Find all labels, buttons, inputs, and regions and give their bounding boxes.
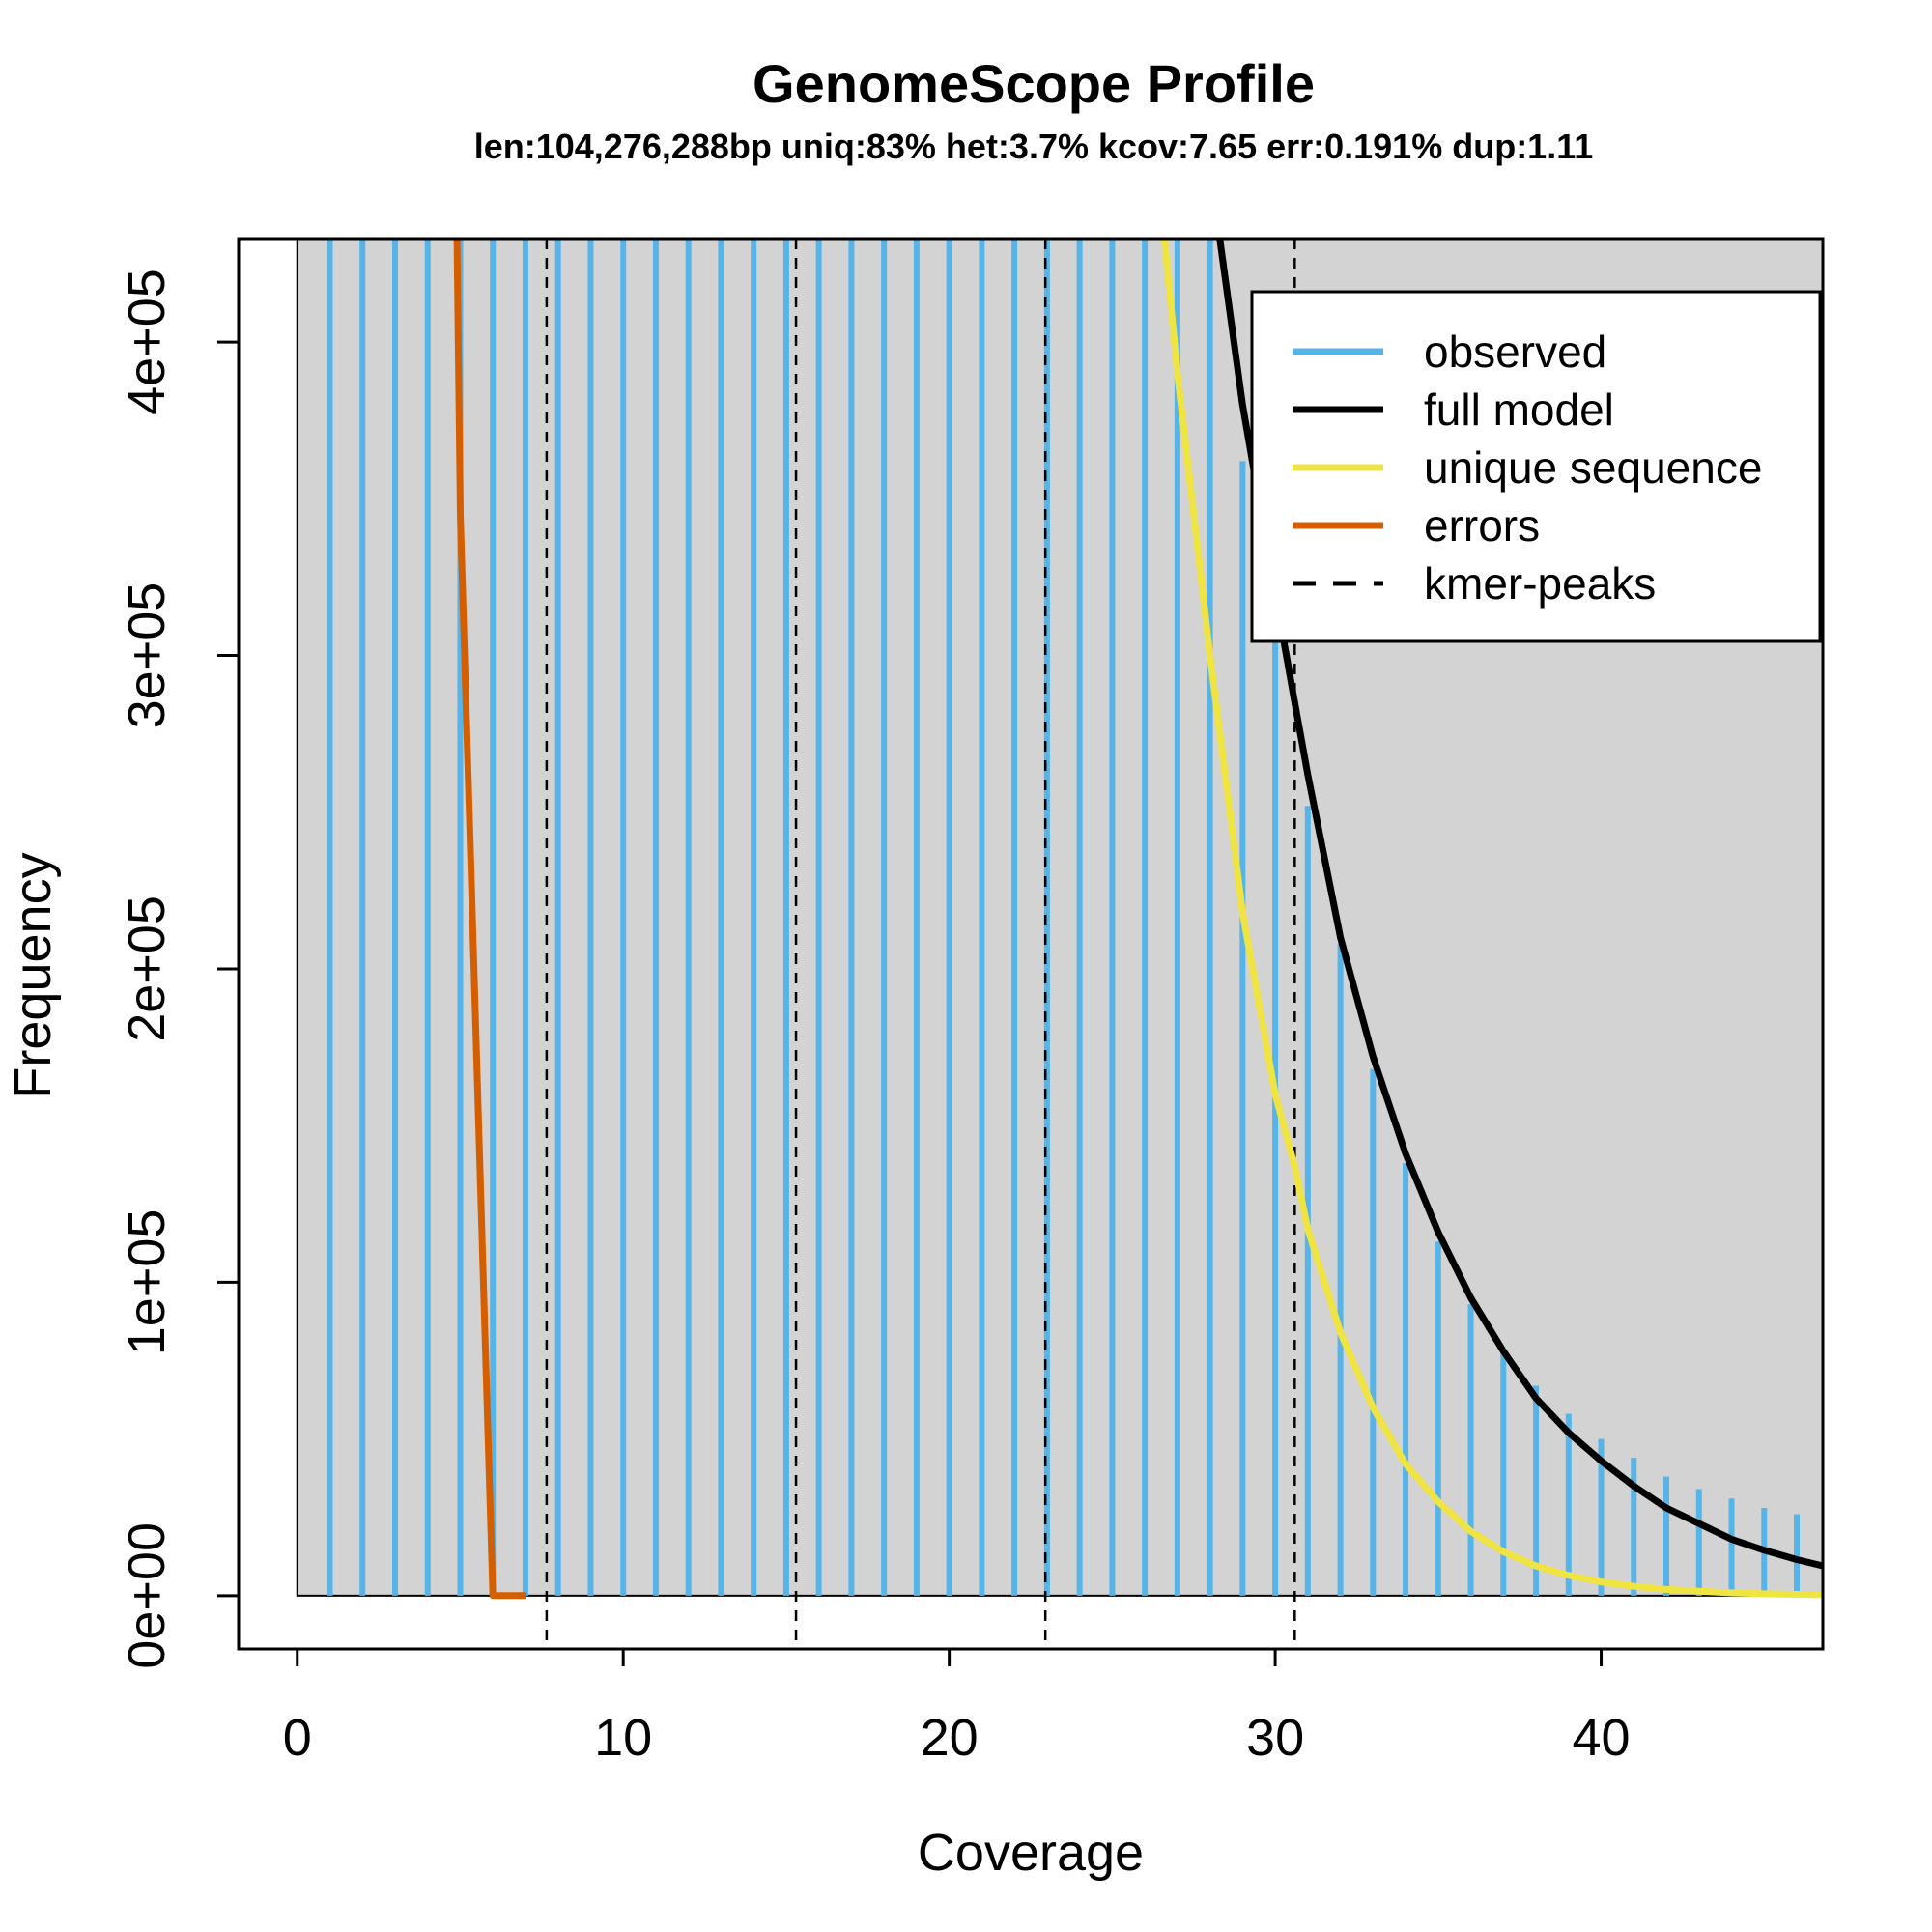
chart-title: GenomeScope Profile <box>753 53 1315 114</box>
legend-label: errors <box>1424 500 1540 551</box>
full-model-line <box>1216 238 1824 1570</box>
legend-label: kmer-peaks <box>1424 558 1656 609</box>
y-tick-label: 3e+05 <box>118 582 176 729</box>
unique-sequence-line <box>1160 238 1824 1599</box>
x-tick-label: 10 <box>594 1709 652 1767</box>
x-axis-title: Coverage <box>918 1824 1144 1882</box>
y-axis: 0e+00 1e+05 2e+05 3e+05 4e+05 <box>118 269 239 1669</box>
y-axis-title: Frequency <box>4 852 62 1098</box>
y-tick-label: 1e+05 <box>118 1209 176 1356</box>
x-axis: 0 10 20 30 40 <box>283 1649 1631 1767</box>
x-tick-label: 40 <box>1572 1709 1630 1767</box>
errors-line <box>453 238 526 1600</box>
legend-label: unique sequence <box>1424 442 1762 493</box>
x-tick-label: 20 <box>921 1709 979 1767</box>
x-tick-label: 0 <box>283 1709 312 1767</box>
legend: observed full model unique sequence errors k… <box>1250 290 1822 643</box>
chart-subtitle: len:104,276,288bp uniq:83% het:3.7% kcov… <box>474 127 1594 166</box>
y-tick-label: 2e+05 <box>118 895 176 1042</box>
legend-label: observed <box>1424 327 1606 377</box>
y-tick-label: 4e+05 <box>118 269 176 415</box>
legend-label: full model <box>1424 384 1614 435</box>
x-tick-label: 30 <box>1246 1709 1304 1767</box>
y-tick-label: 0e+00 <box>118 1522 176 1669</box>
plot-border <box>237 237 1825 1651</box>
